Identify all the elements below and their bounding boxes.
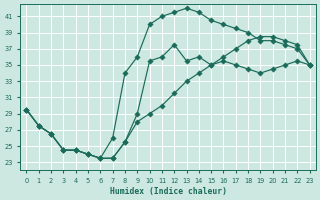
X-axis label: Humidex (Indice chaleur): Humidex (Indice chaleur) xyxy=(109,187,227,196)
